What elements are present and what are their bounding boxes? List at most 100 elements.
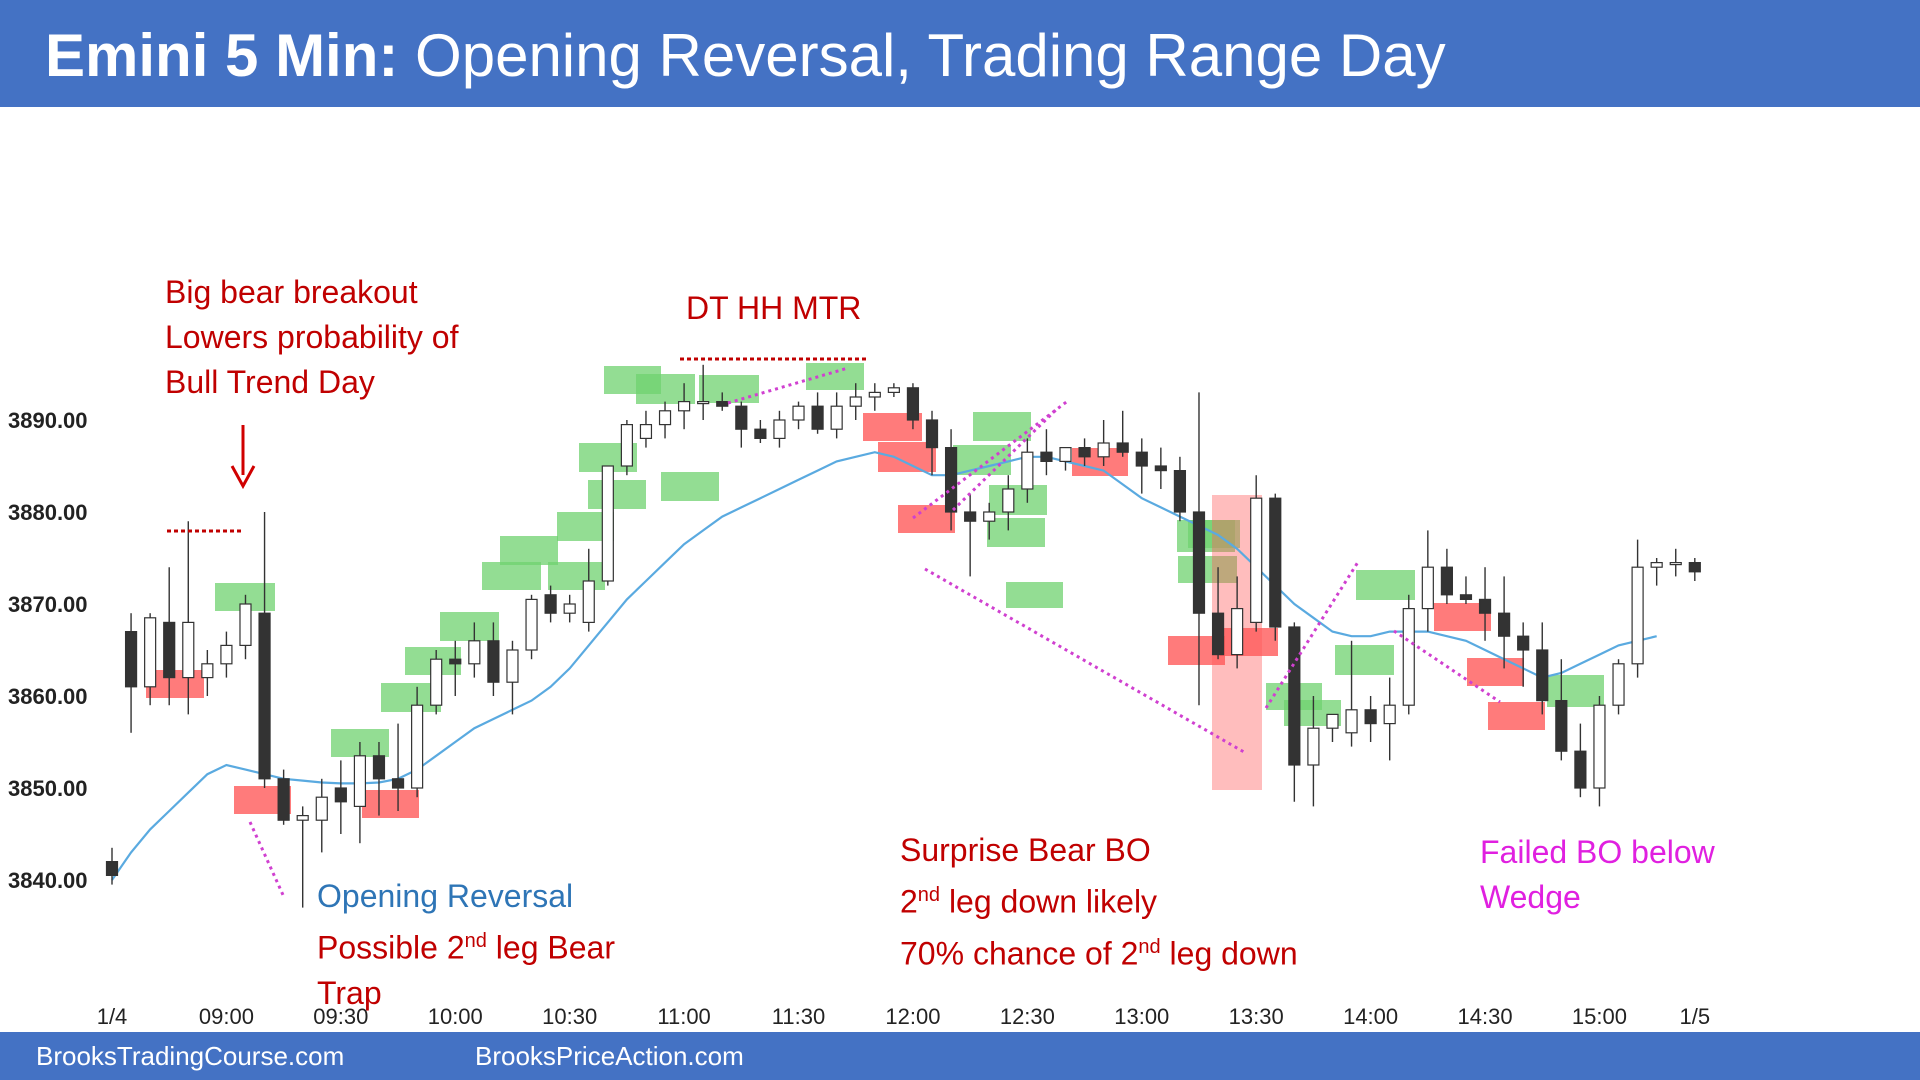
y-axis: 3840.00 3850.00 3860.00 3870.00 3880.00 3890.…	[8, 408, 88, 893]
annotation-line: Possible 2nd leg Bear	[317, 919, 615, 971]
bull-candle-body	[1402, 607, 1415, 706]
bull-candle-body	[182, 621, 195, 679]
bear-candle-body	[754, 428, 767, 440]
x-tick-label: 1/4	[97, 1004, 128, 1029]
candle	[563, 594, 576, 623]
bull-candle-body	[1250, 497, 1263, 624]
bull-candle-body	[639, 424, 653, 440]
candle	[792, 401, 805, 430]
bear-candle-body	[964, 511, 977, 522]
candle	[716, 392, 729, 411]
bull-highlight-box	[973, 412, 1031, 441]
bull-candle-body	[1593, 704, 1606, 789]
wedge-trendline	[248, 821, 285, 896]
annotation-line: Wedge	[1480, 879, 1581, 915]
bull-candle-body	[1612, 663, 1625, 706]
x-tick-label: 15:00	[1572, 1004, 1627, 1029]
bear-candle-body	[1364, 709, 1377, 725]
candle	[124, 613, 138, 733]
wedge-trendline	[912, 398, 1070, 520]
bear-candle-body	[1517, 635, 1530, 651]
candle	[544, 585, 557, 623]
bull-highlight-box	[699, 375, 759, 403]
bull-candle-body	[220, 644, 233, 665]
bull-candle-body	[1383, 704, 1396, 725]
bull-highlight-box	[953, 445, 1011, 475]
candle	[601, 465, 614, 586]
candle	[105, 847, 119, 885]
bull-candle-body	[430, 658, 443, 706]
page-title: Emini 5 Min: Opening Reversal, Trading R…	[45, 20, 1446, 92]
candle	[163, 567, 176, 706]
bull-candle-body	[1307, 727, 1320, 766]
candle	[525, 594, 538, 660]
candle	[258, 512, 271, 788]
candle	[925, 410, 939, 476]
candle	[1536, 622, 1549, 715]
annotation-superscript: nd	[917, 884, 941, 906]
bear-candle-body	[105, 860, 119, 876]
x-tick-label: 13:30	[1229, 1004, 1284, 1029]
bull-candle-body	[773, 419, 786, 439]
candle	[830, 392, 843, 439]
candle	[773, 410, 786, 448]
bear-candle-body	[163, 621, 176, 679]
bear-candle-body	[277, 778, 290, 821]
annotation-text: leg Bear	[486, 929, 615, 966]
bear-candle-body	[124, 630, 138, 688]
footer-link-price-action[interactable]: BrooksPriceAction.com	[475, 1041, 744, 1071]
bull-candle-body	[506, 649, 519, 683]
candle	[468, 622, 481, 678]
candle	[1021, 438, 1034, 503]
footer-bar: BrooksTradingCourse.com BrooksPriceActio…	[0, 1032, 1920, 1080]
annotation-text: 70% chance of 2	[900, 935, 1139, 972]
bull-candle-body	[868, 391, 881, 398]
annotation-dt-hh-mtr: DT HH MTR	[686, 290, 862, 326]
candle	[620, 420, 633, 476]
bull-candle-body	[353, 755, 367, 807]
candle	[296, 806, 309, 908]
bear-candle-body	[544, 594, 557, 614]
bull-candle-body	[792, 405, 805, 421]
bear-candle-body	[1078, 447, 1091, 458]
candle	[1421, 530, 1434, 632]
bull-candle-body	[697, 401, 710, 405]
x-tick-label: 12:30	[1000, 1004, 1055, 1029]
annotation-line: 2nd leg down likely	[900, 873, 1298, 925]
y-tick-label: 3860.00	[8, 684, 88, 709]
x-tick-label: 12:00	[885, 1004, 940, 1029]
bear-candle-body	[1192, 511, 1206, 614]
bull-candle-body	[1002, 488, 1015, 513]
bull-highlight-box	[500, 536, 558, 565]
candle	[677, 383, 691, 430]
bear-candle-body	[1498, 612, 1511, 637]
bull-candle-body	[620, 424, 633, 467]
footer-link-trading-course[interactable]: BrooksTradingCourse.com	[36, 1041, 345, 1071]
header-bar: Emini 5 Min: Opening Reversal, Trading R…	[0, 0, 1920, 107]
bull-candle-body	[1421, 566, 1434, 610]
bear-candle-body	[1173, 470, 1187, 513]
title-bold: Emini 5 Min:	[45, 22, 399, 89]
annotation-superscript: nd	[464, 930, 487, 952]
bear-candle-body	[391, 778, 405, 789]
bear-candle-body	[1135, 451, 1148, 467]
candle	[1440, 548, 1454, 604]
bear-candle-body	[1211, 612, 1225, 656]
bull-candle-body	[1669, 561, 1682, 566]
candle	[1250, 475, 1263, 632]
candle	[1498, 576, 1511, 669]
y-tick-label: 3870.00	[8, 592, 88, 617]
bull-candle-body	[1059, 447, 1072, 463]
bull-highlight-box	[1177, 520, 1235, 552]
bear-candle-body	[1269, 497, 1282, 628]
candle	[201, 650, 214, 696]
bear-candle-body	[1688, 561, 1701, 573]
candle	[1040, 429, 1053, 476]
bull-candle-body	[315, 796, 328, 821]
bull-candle-body	[1631, 566, 1644, 665]
bull-candle-body	[1650, 561, 1663, 568]
bull-candle-body	[201, 663, 214, 679]
candle	[1669, 548, 1682, 577]
bear-candle-body	[811, 405, 824, 430]
bull-candle-body	[525, 598, 538, 651]
